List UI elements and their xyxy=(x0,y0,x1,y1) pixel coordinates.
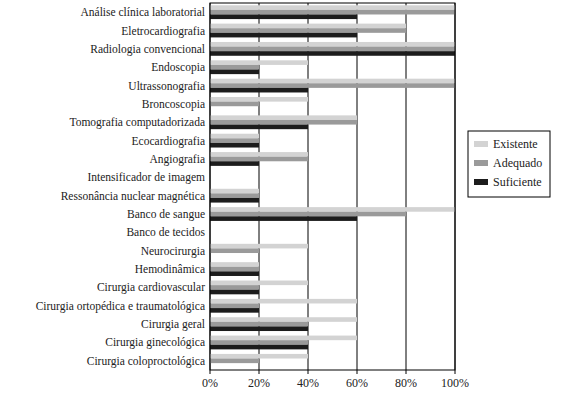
category-label: Broncoscopia xyxy=(142,98,205,111)
bar xyxy=(210,60,308,65)
bar xyxy=(210,47,455,52)
category-label: Eletrocardiografia xyxy=(121,25,205,38)
chart-container: Análise clínica laboratorial Eletrocardio… xyxy=(0,0,566,399)
bar xyxy=(210,102,259,107)
bar xyxy=(210,134,259,139)
tick-mark xyxy=(455,370,456,374)
tick-mark xyxy=(357,370,358,374)
grid-line xyxy=(357,3,358,370)
bar xyxy=(210,198,259,203)
bar xyxy=(210,189,259,194)
bar xyxy=(210,193,259,198)
grid-line xyxy=(308,3,309,370)
bar xyxy=(210,88,308,93)
bar xyxy=(210,290,259,295)
bar xyxy=(210,10,455,15)
category-label: Endoscopia xyxy=(151,61,205,74)
bar xyxy=(210,262,259,267)
bar xyxy=(210,125,308,130)
category-label: Ressonância nuclear magnética xyxy=(61,190,205,203)
bar xyxy=(210,216,357,221)
category-label: Banco de sangue xyxy=(127,208,205,221)
bar xyxy=(210,5,455,10)
bar xyxy=(210,281,308,286)
bar xyxy=(210,317,357,322)
bar xyxy=(210,299,357,304)
tick-mark xyxy=(259,370,260,374)
bar xyxy=(210,97,308,102)
bar xyxy=(210,138,259,143)
bar xyxy=(210,308,259,313)
category-label: Banco de tecidos xyxy=(126,226,205,238)
bar xyxy=(210,248,259,253)
bar xyxy=(210,143,259,148)
tick-label: 100% xyxy=(441,376,469,390)
tick-mark xyxy=(406,370,407,374)
bar xyxy=(210,65,259,70)
bar xyxy=(210,244,308,249)
legend-box xyxy=(468,131,550,197)
category-label: Hemodinâmica xyxy=(135,263,205,275)
category-label: Ultrassonografia xyxy=(128,80,205,93)
legend-label: Suficiente xyxy=(493,175,542,189)
category-label: Cirurgia cardiovascular xyxy=(97,281,205,294)
bar xyxy=(210,42,455,47)
category-label: Intensificador de imagem xyxy=(87,171,205,184)
legend-label: Existente xyxy=(493,137,538,151)
tick-label: 20% xyxy=(248,376,270,390)
category-label: Análise clínica laboratorial xyxy=(80,6,205,18)
bar xyxy=(210,354,308,359)
tick-mark xyxy=(308,370,309,374)
bar xyxy=(210,115,357,120)
bars xyxy=(210,5,455,363)
bar xyxy=(210,326,308,331)
tick-mark xyxy=(210,370,211,374)
bar xyxy=(210,336,357,341)
bar xyxy=(210,345,308,350)
tick-label: 0% xyxy=(202,376,218,390)
bar xyxy=(210,303,259,308)
category-label: Ecocardiografia xyxy=(132,135,205,148)
bar xyxy=(210,152,308,157)
legend-swatch xyxy=(474,141,488,147)
category-label: Neurocirurgia xyxy=(141,245,205,258)
bar xyxy=(210,271,259,276)
bar xyxy=(210,157,308,162)
chart-svg: Análise clínica laboratorial Eletrocardio… xyxy=(0,0,566,399)
bar xyxy=(210,79,455,84)
grid-line xyxy=(406,3,407,370)
category-label: Cirurgia geral xyxy=(141,318,205,331)
tick-label: 60% xyxy=(346,376,368,390)
legend-swatch xyxy=(474,179,488,185)
bar xyxy=(210,120,357,125)
bar xyxy=(210,359,259,364)
bar xyxy=(210,70,259,75)
category-label: Angiografia xyxy=(149,153,205,166)
bar xyxy=(210,267,259,272)
bar xyxy=(210,14,357,19)
grid-line xyxy=(259,3,260,370)
bar xyxy=(210,28,406,33)
legend-swatch xyxy=(474,160,488,166)
bar xyxy=(210,340,308,345)
bar xyxy=(210,212,406,217)
category-label: Cirurgia coloproctológica xyxy=(87,355,205,368)
category-label: Cirurgia ginecológica xyxy=(105,336,205,349)
tick-label: 80% xyxy=(395,376,417,390)
bar xyxy=(210,207,455,212)
bar xyxy=(210,33,357,38)
plot-frame xyxy=(210,3,455,370)
category-label: Tomografia computadorizada xyxy=(69,116,205,129)
bar xyxy=(210,24,406,29)
bar xyxy=(210,322,308,327)
bar xyxy=(210,51,455,56)
legend-label: Adequado xyxy=(493,156,542,170)
bar xyxy=(210,285,259,290)
category-label: Cirurgia ortopédica e traumatológica xyxy=(36,300,205,313)
bar xyxy=(210,83,455,88)
bar xyxy=(210,161,259,166)
category-label: Radiologia convencional xyxy=(90,43,205,56)
tick-label: 40% xyxy=(297,376,319,390)
